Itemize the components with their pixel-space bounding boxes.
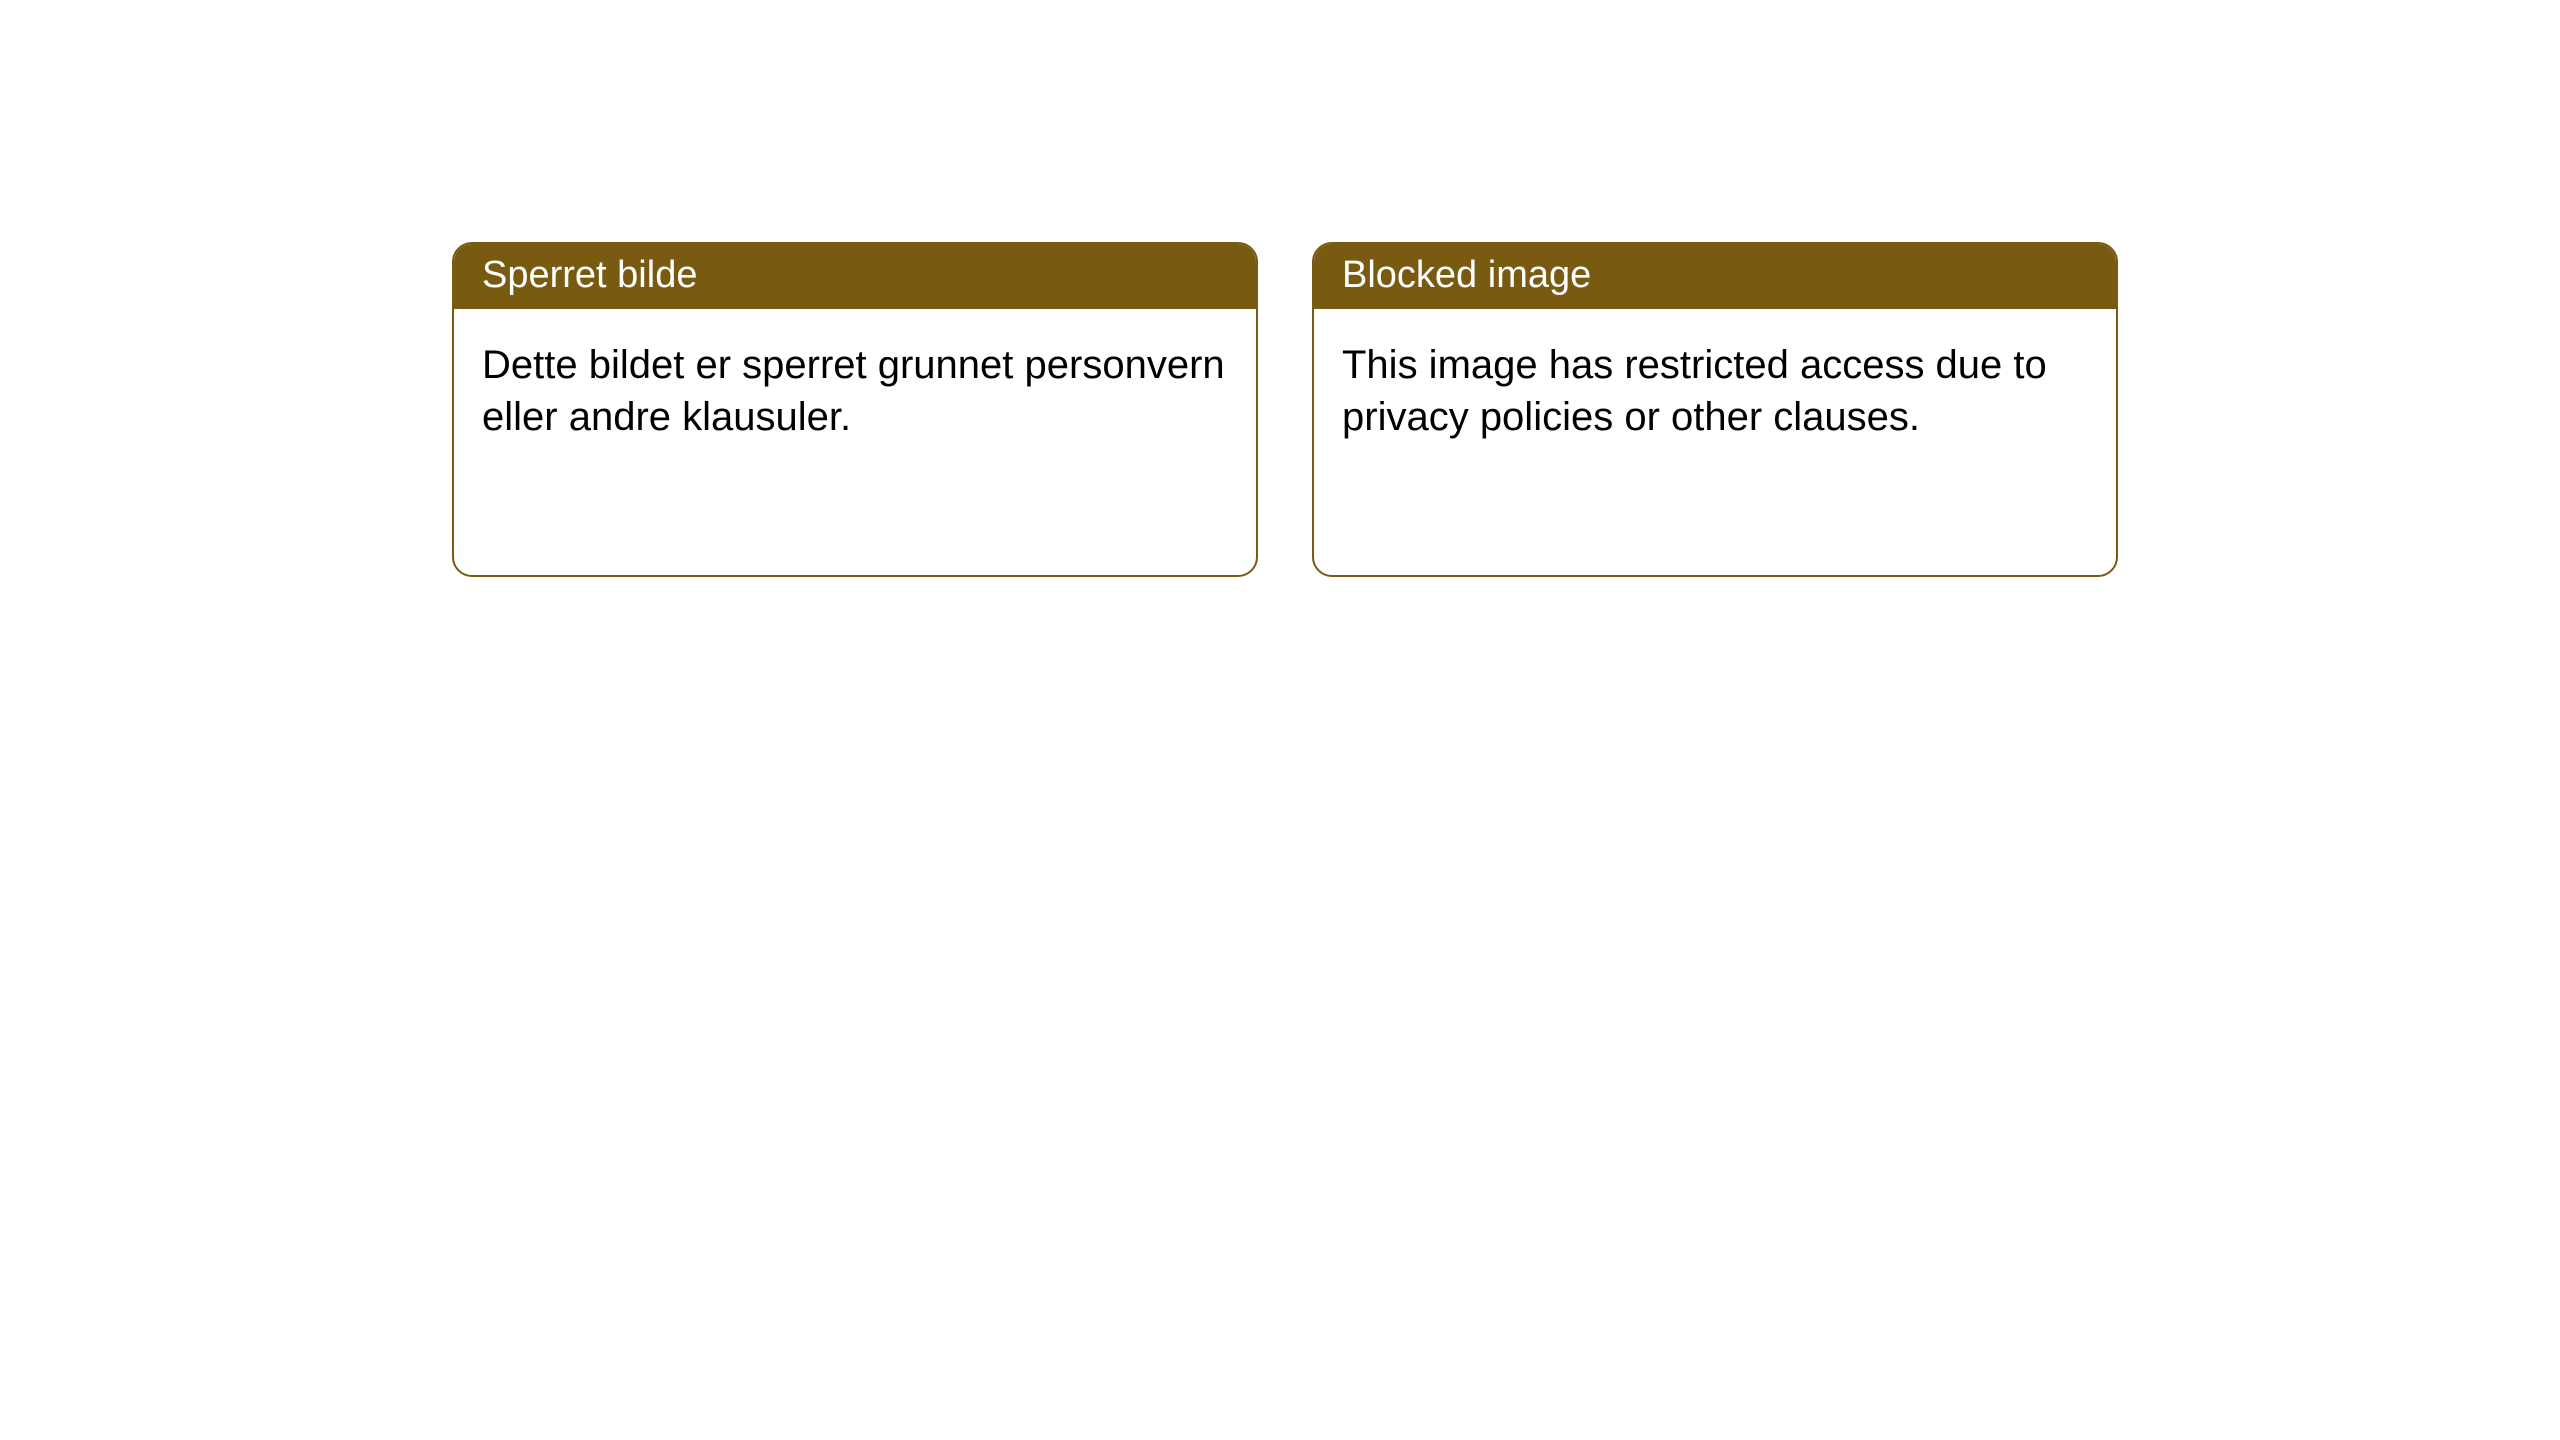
notice-card-norwegian: Sperret bilde Dette bildet er sperret gr… bbox=[452, 242, 1258, 577]
notice-card-english: Blocked image This image has restricted … bbox=[1312, 242, 2118, 577]
notice-card-header: Blocked image bbox=[1314, 244, 2116, 309]
notice-card-body: Dette bildet er sperret grunnet personve… bbox=[454, 309, 1256, 473]
notice-message: This image has restricted access due to … bbox=[1342, 343, 2047, 439]
notice-card-header: Sperret bilde bbox=[454, 244, 1256, 309]
notice-title: Blocked image bbox=[1342, 254, 1591, 296]
notice-card-body: This image has restricted access due to … bbox=[1314, 309, 2116, 473]
notice-title: Sperret bilde bbox=[482, 254, 697, 296]
notice-message: Dette bildet er sperret grunnet personve… bbox=[482, 343, 1225, 439]
notice-cards-container: Sperret bilde Dette bildet er sperret gr… bbox=[0, 0, 2560, 577]
